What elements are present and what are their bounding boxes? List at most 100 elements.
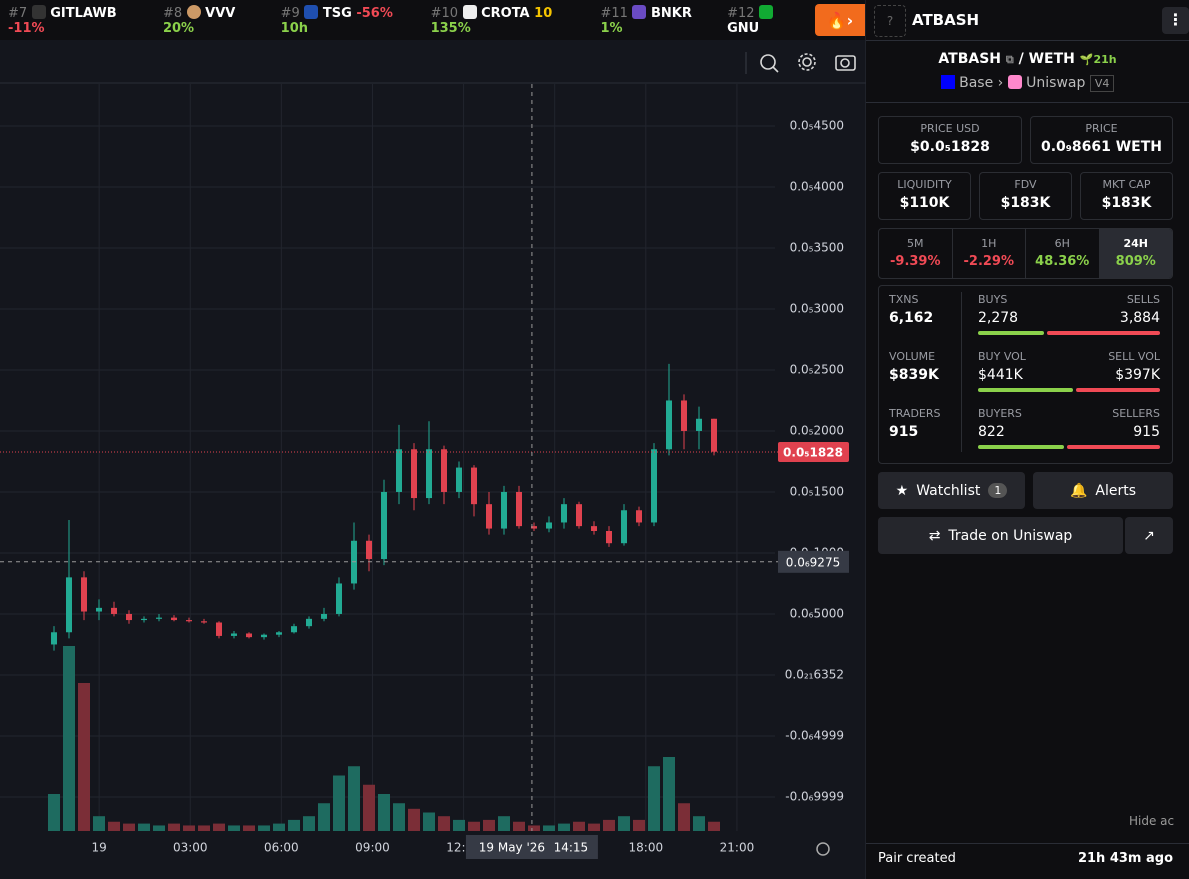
- volume-bar: [48, 794, 60, 831]
- period[interactable]: 5M -9.39%: [879, 229, 953, 278]
- hide-link[interactable]: Hide ac: [1129, 814, 1175, 828]
- label: 24H: [1123, 237, 1148, 250]
- candle-body: [636, 510, 642, 523]
- stat-box: MKT CAP $183K: [1080, 172, 1173, 220]
- volume-bar: [108, 821, 120, 831]
- price-label: 0.0₅1828: [783, 445, 843, 459]
- volume-bar: [498, 816, 510, 831]
- label: SELLERS: [1112, 407, 1160, 420]
- sell-bar: [1076, 388, 1160, 392]
- watchlist-button[interactable]: ★ Watchlist 1: [878, 472, 1025, 509]
- version: V4: [1089, 75, 1115, 92]
- toolbar-icons[interactable]: [760, 53, 856, 73]
- boost: 10: [534, 5, 553, 21]
- volume-bar: [318, 803, 330, 831]
- icon: [632, 4, 647, 19]
- ticker-item[interactable]: #7 GITLAWB -11%: [8, 4, 142, 36]
- symbol: TSG: [322, 5, 352, 21]
- x-tick-label: 09:00: [355, 841, 390, 855]
- pair-quote: WETH: [1028, 51, 1075, 67]
- ticker-item[interactable]: #12 GNU: [727, 4, 801, 36]
- crosshair-date-label: 19 May '26: [479, 841, 545, 855]
- period[interactable]: 6H 48.36%: [1026, 229, 1100, 278]
- dex[interactable]: Uniswap: [1026, 75, 1086, 91]
- candle-body: [261, 634, 267, 638]
- y-tick-label: 0.0₂₁6352: [785, 667, 844, 681]
- volume-bar: [618, 816, 630, 831]
- symbol: GITLAWB: [50, 5, 117, 21]
- label: BUYERS: [978, 407, 1022, 420]
- value: -2.29%: [963, 254, 1015, 269]
- buy-bar: [978, 445, 1064, 449]
- volume-bar: [663, 757, 675, 831]
- chain-row: Base › Uniswap V4: [866, 75, 1189, 92]
- y-tick-label: -0.0₆9999: [785, 789, 844, 803]
- trade-button[interactable]: ⇄ Trade on Uniswap: [878, 517, 1123, 554]
- x-tick-label: 18:00: [629, 841, 664, 855]
- menu-button[interactable]: ⋮: [1162, 7, 1189, 34]
- alerts-button[interactable]: 🔔 Alerts: [1033, 472, 1173, 509]
- y-tick-label: 0.0₅1500: [790, 484, 844, 498]
- value: 915: [1133, 424, 1160, 440]
- buy-bar: [978, 388, 1073, 392]
- volume-bar: [483, 819, 495, 831]
- volume-bar: [378, 794, 390, 831]
- label: LIQUIDITY: [897, 178, 952, 191]
- label: MKT CAP: [1102, 178, 1151, 191]
- candle-body: [486, 504, 492, 529]
- label: 1H: [981, 237, 997, 250]
- ticker-item[interactable]: #8 VVV 20%: [162, 4, 260, 36]
- period[interactable]: 24H 809%: [1099, 229, 1172, 278]
- rank: #8: [162, 5, 183, 21]
- candle-body: [291, 626, 297, 633]
- label: Alerts: [1095, 482, 1137, 499]
- volume-bar: [453, 819, 465, 831]
- volume-bar: [168, 823, 180, 831]
- external-button[interactable]: ↗: [1125, 517, 1173, 554]
- volume-bar: [693, 816, 705, 831]
- volume-bar: [153, 825, 165, 831]
- candle-body: [501, 491, 507, 529]
- candle-body: [681, 400, 687, 431]
- candle-body: [366, 540, 372, 560]
- trending-button[interactable]: 🔥›: [815, 4, 865, 36]
- value: $839K: [889, 367, 939, 383]
- symbol: GNU: [727, 20, 760, 36]
- candle-body: [141, 618, 147, 621]
- volume-bar: [588, 823, 600, 831]
- label: Watchlist: [916, 482, 981, 499]
- rank: #9: [280, 5, 300, 21]
- y-tick-label: -0.0₆4999: [785, 728, 844, 742]
- ticker-item[interactable]: #11 BNKR 1%: [600, 4, 706, 36]
- rank: #12: [727, 5, 755, 21]
- y-tick-label: 0.0₅3000: [790, 301, 844, 315]
- volume-bar: [708, 821, 720, 831]
- candle-body: [576, 504, 582, 527]
- volume-bar: [528, 825, 540, 831]
- chain[interactable]: Base: [959, 75, 994, 91]
- value: $441K: [978, 367, 1023, 383]
- volume-bar: [303, 816, 315, 831]
- volume-bar: [348, 766, 360, 831]
- price-label-bg: [778, 441, 849, 462]
- volume-bar: [198, 825, 210, 831]
- volume-bar: [228, 825, 240, 831]
- period[interactable]: 1H -2.29%: [953, 229, 1026, 278]
- label: Trade on Uniswap: [948, 527, 1073, 544]
- volume-bar: [423, 812, 435, 831]
- settings-icon[interactable]: [816, 842, 830, 856]
- pair-row: ATBASH ⧉ / WETH 🌱21h: [938, 51, 1117, 67]
- chart: 0.0₅4500 0.0₅4000 0.0₅3500 0.0₅3000 0.0₅2500…: [0, 0, 866, 879]
- y-tick-label: 0.0₅4500: [790, 118, 844, 132]
- ticker-item[interactable]: #10 CROTA 10 135%: [431, 4, 580, 36]
- candle-body: [396, 449, 402, 492]
- stat-box: LIQUIDITY $110K: [878, 172, 971, 220]
- label: 5M: [907, 237, 924, 250]
- symbol: BNKR: [650, 5, 692, 21]
- y-tick-label: 0.0₆5000: [790, 606, 844, 620]
- rank: #11: [600, 5, 628, 21]
- ticker-item[interactable]: #9 TSG -56% 10h: [280, 4, 410, 36]
- token-icon: ?: [874, 5, 906, 37]
- volume-bar: [63, 646, 75, 831]
- volume-bar: [273, 823, 285, 831]
